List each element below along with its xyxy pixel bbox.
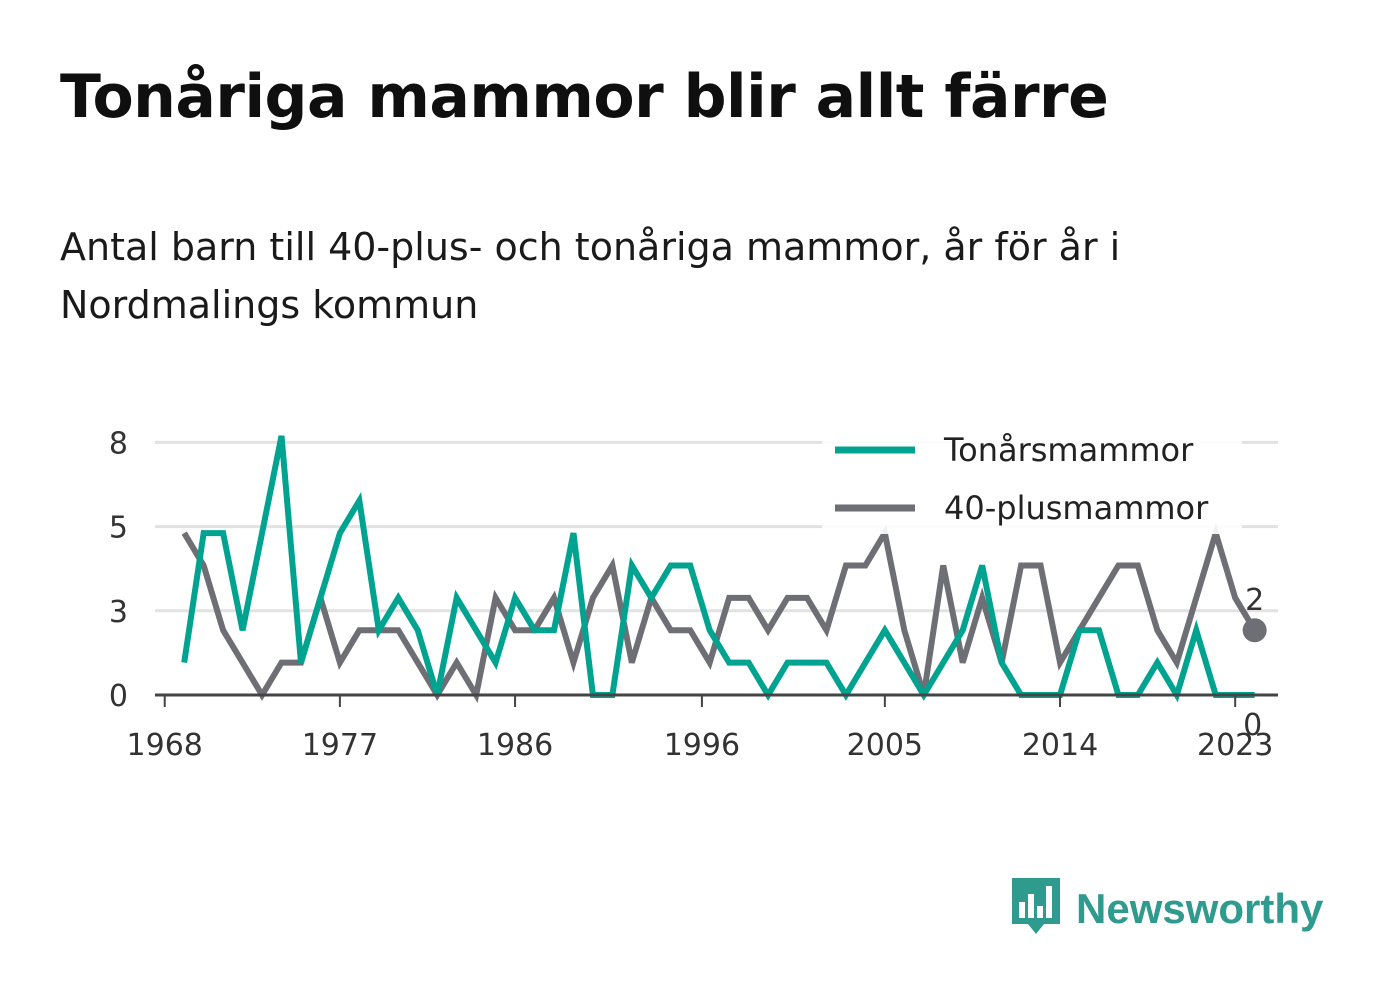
end-markers: 20 [1242, 583, 1267, 743]
brand-name: Newsworthy [1076, 885, 1324, 932]
x-tick-label: 2014 [1022, 728, 1098, 763]
end-value-label: 0 [1243, 708, 1262, 743]
x-tick-label: 1986 [477, 728, 553, 763]
legend-label: Tonårsmammor [943, 431, 1194, 469]
bar-chart-speech-bubble-icon [1010, 876, 1062, 942]
chart-title: Tonåriga mammor blir allt färre [60, 62, 1109, 132]
series-line [181, 522, 1258, 704]
x-tick-label: 1968 [127, 728, 203, 763]
y-tick-label: 8 [109, 426, 128, 461]
x-tick-label: 2023 [1197, 728, 1273, 763]
x-tick-label: 2005 [847, 728, 923, 763]
axes: 0 3 5 8 1968 1977 1986 1996 2005 2014 2023 [109, 426, 1278, 763]
y-tick-label: 3 [109, 595, 128, 630]
newsworthy-logo: Newsworthy [1010, 878, 1323, 940]
legend-label: 40-plusmammor [944, 489, 1209, 527]
x-tick-label: 1996 [664, 728, 740, 763]
y-tick-label: 5 [109, 511, 128, 546]
end-value-label: 2 [1245, 583, 1264, 618]
legend: Tonårsmammor 40-plusmammor [822, 424, 1242, 534]
y-tick-label: 0 [109, 679, 128, 714]
end-marker [1242, 618, 1267, 643]
chart-subtitle: Antal barn till 40-plus- och tonåriga ma… [60, 225, 1121, 327]
x-tick-label: 1977 [302, 728, 378, 763]
series-line [181, 435, 1255, 703]
series-lines [181, 435, 1258, 704]
